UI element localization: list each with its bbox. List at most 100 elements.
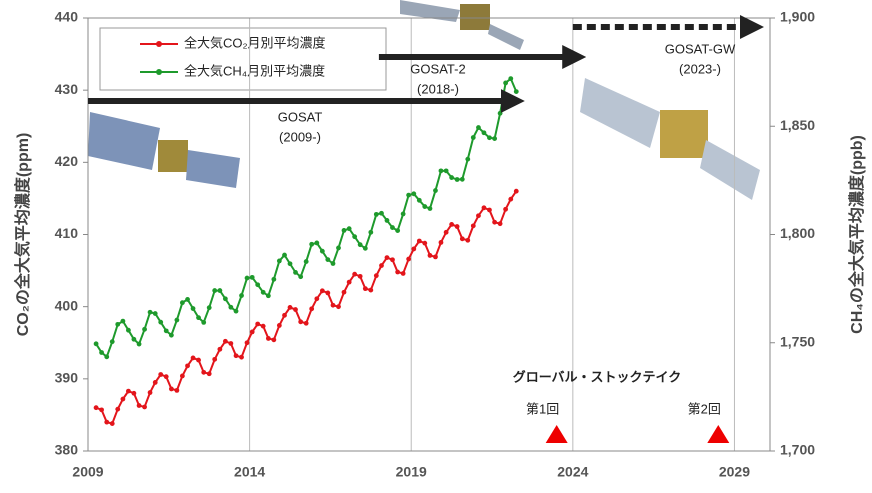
data-point (109, 421, 115, 426)
data-point (476, 125, 481, 130)
data-point (465, 156, 471, 162)
data-point (168, 332, 174, 338)
data-point (513, 188, 519, 194)
data-point (201, 319, 207, 325)
data-point (438, 168, 444, 174)
data-point (513, 89, 519, 95)
data-point (406, 256, 412, 262)
data-point (244, 340, 250, 346)
x-tick-label: 2024 (557, 464, 588, 480)
y-axis-title: CO₂の全大気平均濃度(ppm) (13, 133, 32, 337)
y-tick-label: 440 (55, 9, 79, 25)
mission-name: GOSAT (278, 109, 323, 124)
data-point (384, 255, 390, 260)
satellite-gosat (88, 112, 240, 188)
data-point (336, 304, 341, 310)
y2-tick-label: 1,900 (780, 9, 815, 25)
data-point (109, 339, 115, 345)
data-point (212, 356, 218, 362)
data-point (265, 293, 271, 299)
data-point (433, 254, 438, 260)
data-point (330, 261, 336, 266)
data-point (362, 245, 368, 251)
data-point (309, 241, 315, 247)
data-point (362, 286, 368, 292)
data-point (217, 288, 223, 293)
data-point (438, 240, 444, 245)
data-point (190, 355, 196, 361)
data-point (201, 369, 207, 375)
mission-name: GOSAT-GW (665, 41, 736, 56)
data-point (422, 240, 428, 246)
data-point (390, 225, 395, 230)
data-point (454, 224, 460, 229)
data-point (319, 248, 325, 254)
mission-name: GOSAT-2 (410, 61, 465, 76)
data-point (158, 372, 164, 377)
mission-period: (2023-) (679, 61, 721, 76)
data-point (325, 290, 331, 296)
data-point (136, 403, 142, 408)
data-point (93, 341, 99, 347)
data-point (293, 307, 298, 312)
data-point (352, 271, 358, 277)
data-point (282, 252, 287, 258)
data-point (158, 319, 164, 325)
legend-swatch (156, 41, 162, 47)
data-point (406, 192, 412, 198)
data-point (99, 350, 104, 355)
data-point (336, 245, 341, 251)
data-point (228, 304, 234, 310)
data-point (341, 289, 347, 295)
data-point (368, 287, 374, 293)
data-point (152, 311, 158, 316)
data-point (395, 228, 401, 234)
data-point (422, 204, 428, 209)
data-point (427, 253, 433, 258)
y2-axis-title: CH₄の全大気平均濃度(ppb) (847, 135, 866, 334)
data-point (131, 336, 137, 342)
data-point (190, 306, 196, 311)
data-point (492, 219, 498, 225)
data-point (142, 326, 147, 332)
data-point (497, 110, 503, 116)
data-point (255, 321, 261, 327)
data-point (443, 229, 449, 235)
data-point (249, 329, 255, 335)
stocktake-marker (707, 425, 730, 443)
data-point (443, 168, 449, 174)
data-point (470, 135, 476, 140)
data-point (416, 238, 422, 244)
data-point (99, 407, 104, 413)
data-point (449, 221, 455, 227)
data-point (330, 302, 336, 308)
data-point (271, 276, 277, 282)
data-point (379, 263, 384, 268)
data-point (459, 236, 465, 242)
data-point (185, 297, 190, 302)
data-point (368, 229, 374, 235)
data-point (384, 218, 390, 223)
stocktake-label: 第2回 (688, 401, 721, 416)
data-point (196, 315, 201, 321)
x-tick-label: 2019 (396, 464, 427, 480)
data-point (206, 371, 212, 377)
data-point (400, 211, 406, 217)
y2-tick-label: 1,750 (780, 333, 815, 349)
data-point (287, 304, 293, 310)
data-point (244, 275, 250, 281)
data-point (481, 130, 487, 136)
data-point (373, 211, 379, 217)
data-point (379, 210, 384, 216)
data-point (503, 80, 509, 86)
data-point (503, 206, 509, 212)
data-point (411, 191, 417, 197)
data-point (314, 240, 320, 246)
data-point (115, 321, 121, 327)
y-tick-label: 390 (55, 370, 79, 386)
data-point (222, 338, 228, 344)
data-point (346, 226, 352, 232)
data-point (179, 373, 185, 379)
data-point (271, 337, 277, 343)
